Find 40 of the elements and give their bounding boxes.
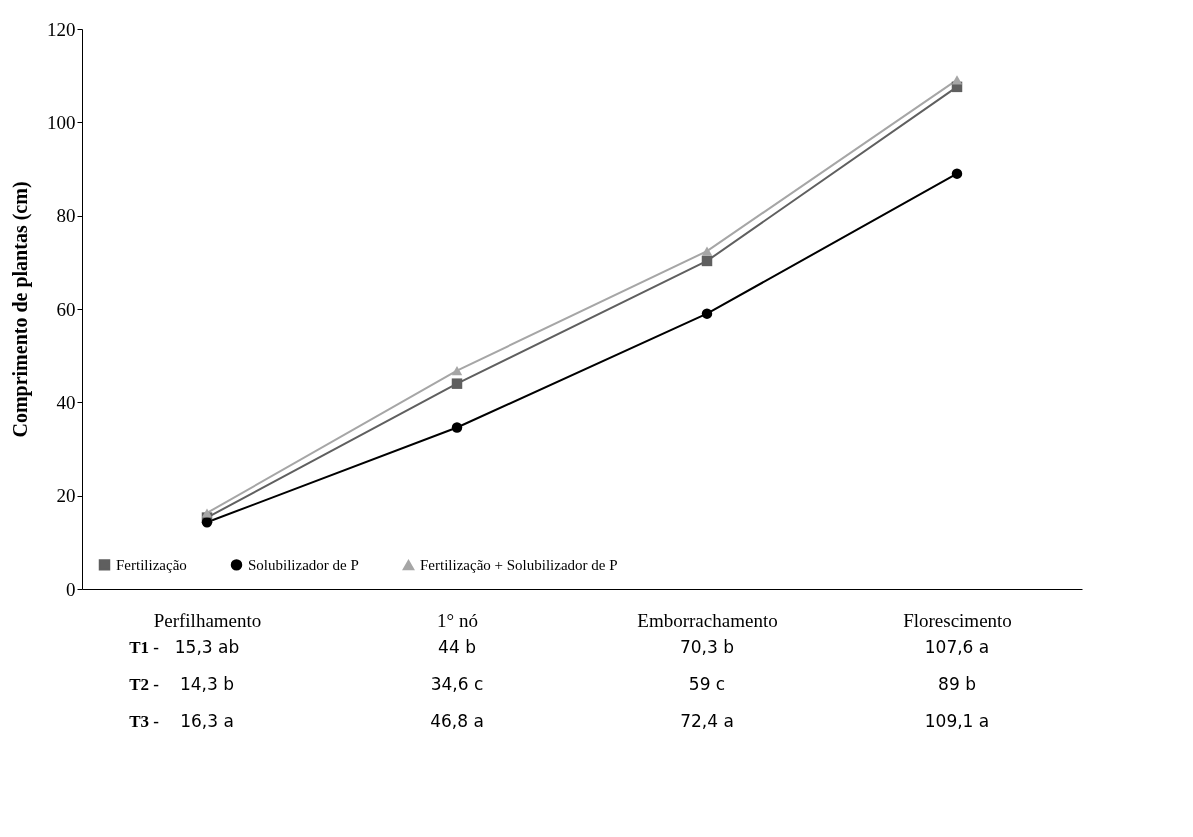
point [701,255,713,267]
point [451,366,463,376]
data-label: 59 c [688,674,726,694]
x-tick-label: Emborrachamento [637,609,778,631]
text: T1 - [129,638,160,658]
data-label: 46,8 a [430,710,484,731]
data-label: 44 b [438,637,476,658]
legend-label: Fertilização + Solubilizador de P [420,557,618,574]
y-tick-label: 100 [47,111,76,133]
x-tick-label: Florescimento [903,609,1012,631]
point [701,308,713,319]
data-label: 34,6 c [430,674,484,694]
data-label: 70,3 b [679,637,735,658]
y-tick-label: 120 [47,18,76,40]
x-tick-label: 1° nó [437,609,478,631]
x-tick-label: Perfilhamento [153,609,262,631]
y-axis-title: Comprimento de plantas (cm) [9,181,32,438]
legend-label: Solubilizador de P [248,556,359,573]
data-label: 14,3 b [179,674,235,694]
y-tick-label: 20 [56,485,76,507]
data-label: 15,3 ab [174,637,240,658]
y-tick-label: 0 [66,578,76,600]
text: T2 - [129,675,160,694]
data-label: 109,1 a [924,710,990,731]
text: T3 - [129,711,160,731]
point [951,168,963,179]
point [701,246,713,256]
y-tick-label: 40 [56,391,76,413]
point [451,422,463,433]
point [451,378,463,389]
y-tick-label: 80 [56,205,76,227]
legend-label: Fertilização [116,556,187,573]
data-label: 89 b [938,674,976,694]
point [201,508,213,518]
data-label: 72,4 a [680,710,734,731]
y-tick-label: 60 [56,298,76,320]
data-label: 107,6 a [924,637,990,658]
point [201,517,213,528]
data-label: 16,3 a [180,710,234,731]
point [951,75,963,85]
